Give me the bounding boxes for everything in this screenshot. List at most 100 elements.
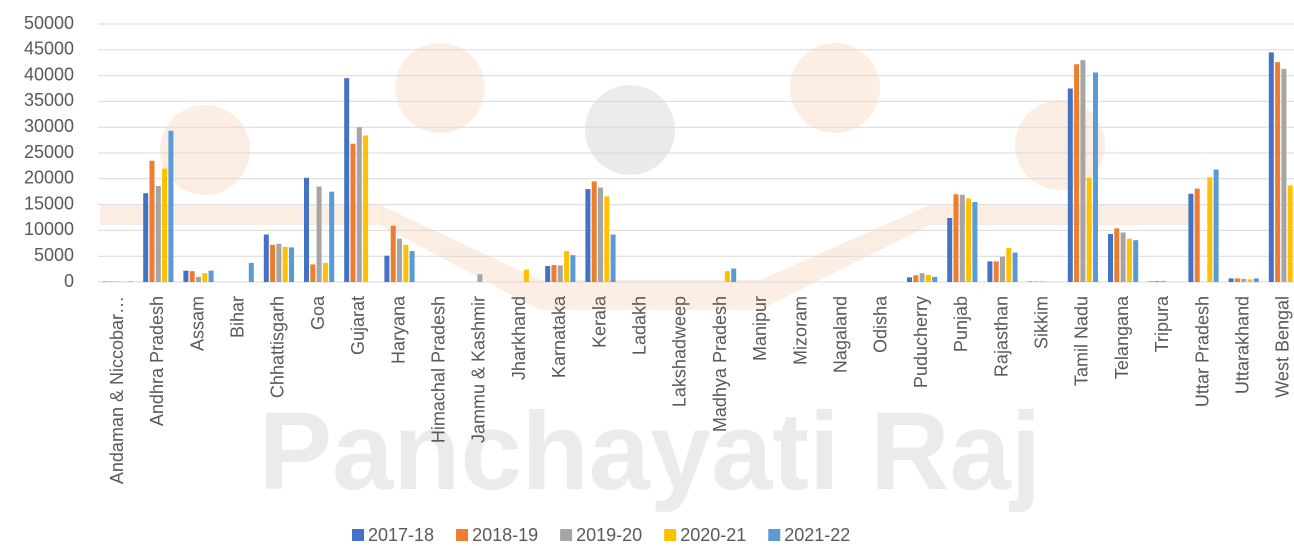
bar xyxy=(304,177,309,282)
bar xyxy=(925,274,931,282)
bar xyxy=(329,191,335,282)
bar xyxy=(564,251,570,282)
bar xyxy=(1033,281,1039,282)
bar xyxy=(598,187,603,282)
x-tick-label: Uttarakhand xyxy=(1232,296,1252,394)
legend-label: 2019-20 xyxy=(576,525,642,545)
legend-swatch xyxy=(664,529,677,541)
legend-swatch xyxy=(352,529,364,541)
bar xyxy=(604,196,610,282)
bar xyxy=(1114,228,1120,282)
bar xyxy=(907,277,912,282)
bar xyxy=(1000,256,1005,282)
y-tick-label: 45000 xyxy=(24,39,74,59)
bar xyxy=(959,194,965,282)
bar xyxy=(282,246,288,282)
x-tick-label: Tripura xyxy=(1152,295,1172,352)
bar xyxy=(344,78,350,283)
bar xyxy=(397,238,402,282)
bar xyxy=(1148,281,1154,282)
x-tick-label: Kerala xyxy=(589,295,609,348)
bar xyxy=(310,264,316,282)
bar xyxy=(731,268,737,282)
y-tick-label: 30000 xyxy=(24,116,74,136)
bar xyxy=(1126,238,1132,282)
bar xyxy=(403,244,409,282)
x-tick-label: Sikkim xyxy=(1031,296,1051,349)
x-tick-label: Bihar xyxy=(227,296,247,338)
bar xyxy=(1241,278,1247,282)
bar xyxy=(1120,232,1126,282)
x-tick-label: Mizoram xyxy=(790,296,810,365)
x-tick-label: Andaman & Niccobar… xyxy=(107,296,127,484)
bar xyxy=(610,234,616,282)
bar xyxy=(932,276,938,282)
bar xyxy=(162,168,168,282)
bar xyxy=(109,281,115,282)
bar xyxy=(1086,177,1092,282)
y-tick-label: 35000 xyxy=(24,90,74,110)
x-tick-label: Ladakh xyxy=(629,296,649,355)
legend-label: 2020-21 xyxy=(680,525,746,545)
bar xyxy=(987,261,993,282)
bar xyxy=(1287,185,1293,282)
bar xyxy=(1228,278,1234,282)
bar xyxy=(1154,280,1160,282)
bar xyxy=(1207,177,1213,282)
bar xyxy=(1040,281,1046,282)
bar xyxy=(1012,252,1018,282)
x-tick-label: Himachal Pradesh xyxy=(428,296,448,443)
bar xyxy=(523,269,529,282)
x-tick-label: Haryana xyxy=(388,295,408,364)
bar xyxy=(1194,188,1200,282)
x-tick-label: Puducherry xyxy=(911,296,931,388)
bar xyxy=(1234,278,1240,282)
x-tick-label: Goa xyxy=(308,295,328,330)
y-tick-label: 5000 xyxy=(34,245,74,265)
bar xyxy=(557,265,563,282)
y-tick-label: 0 xyxy=(64,271,74,291)
x-tick-label: Madhya Pradesh xyxy=(710,296,730,432)
bar xyxy=(1281,68,1287,282)
bar xyxy=(202,273,208,282)
bar xyxy=(993,261,999,282)
bar xyxy=(972,202,978,282)
bar xyxy=(1213,169,1219,282)
bar xyxy=(350,143,356,282)
bar xyxy=(1268,52,1274,282)
y-tick-label: 40000 xyxy=(24,64,74,84)
bar xyxy=(966,198,972,282)
bar xyxy=(1093,72,1098,282)
bar xyxy=(409,251,415,282)
bar xyxy=(1080,60,1086,283)
bar xyxy=(208,270,214,282)
x-tick-label: Jammu & Kashmir xyxy=(469,296,489,443)
x-tick-label: Manipur xyxy=(750,296,770,361)
bar xyxy=(316,186,322,282)
bar xyxy=(1160,280,1166,282)
bar xyxy=(196,276,201,282)
bar xyxy=(1133,240,1139,282)
legend-label: 2018-19 xyxy=(472,525,538,545)
bar xyxy=(1027,281,1033,282)
bar xyxy=(276,243,282,282)
bar xyxy=(270,244,276,282)
x-tick-label: Odisha xyxy=(871,295,891,353)
bar xyxy=(1006,247,1012,282)
bar xyxy=(322,262,328,282)
bar xyxy=(248,262,254,282)
y-tick-label: 10000 xyxy=(24,219,74,239)
x-tick-label: West Bengal xyxy=(1273,296,1293,398)
x-tick-label: Gujarat xyxy=(348,296,368,355)
bar xyxy=(128,281,134,282)
bar xyxy=(155,186,161,282)
bar xyxy=(143,193,149,282)
legend-swatch xyxy=(456,529,469,541)
bar xyxy=(1253,278,1259,282)
bar xyxy=(115,281,121,282)
x-tick-label: Uttar Pradesh xyxy=(1192,296,1212,407)
bar xyxy=(1247,279,1253,282)
bar xyxy=(1188,193,1194,282)
bar xyxy=(363,135,369,282)
bar xyxy=(356,127,362,282)
